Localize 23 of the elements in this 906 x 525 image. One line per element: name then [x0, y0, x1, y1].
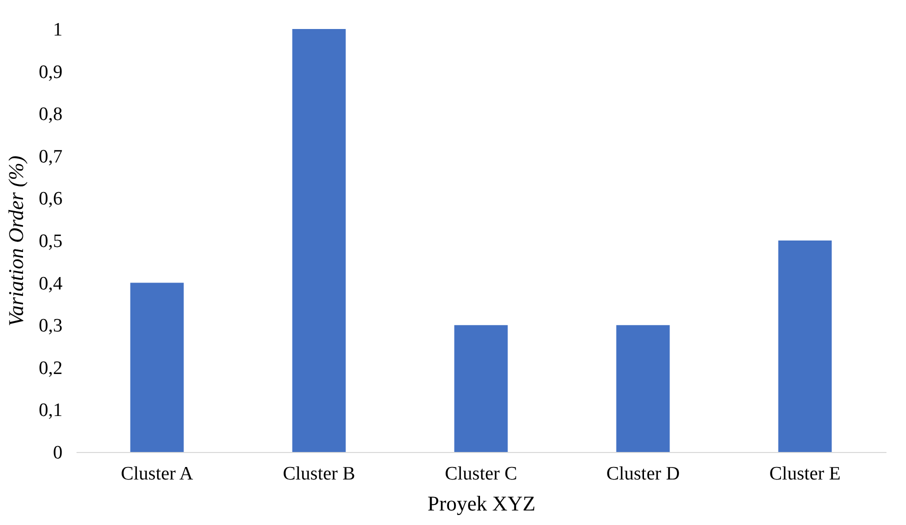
y-axis-title: Variation Order (%)	[4, 156, 28, 326]
bar	[778, 240, 832, 452]
x-tick-label: Cluster D	[606, 464, 680, 484]
x-tick-label: Cluster B	[282, 464, 356, 484]
y-tick-label: 0,6	[38, 188, 62, 210]
y-tick-label: 0,4	[38, 273, 63, 294]
y-tick-label: 0,3	[38, 316, 62, 337]
y-tick-label: 0,8	[38, 104, 62, 126]
y-tick-label: 0,7	[38, 146, 62, 168]
y-tick-label: 0,5	[38, 231, 62, 252]
y-tick-label: 0,1	[38, 400, 62, 422]
x-tick-label: Cluster A	[120, 464, 194, 484]
y-tick-label: 1	[53, 20, 62, 40]
y-tick-label: 0,2	[38, 358, 62, 379]
x-axis-title: Proyek XYZ	[428, 492, 536, 516]
bar	[292, 29, 346, 452]
x-tick-label: Cluster E	[769, 464, 841, 484]
y-tick-label: 0	[53, 442, 62, 464]
bar	[130, 282, 184, 452]
bar	[616, 325, 670, 452]
y-tick-label: 0,9	[38, 62, 62, 83]
bar	[454, 325, 508, 452]
x-tick-label: Cluster C	[444, 464, 518, 484]
